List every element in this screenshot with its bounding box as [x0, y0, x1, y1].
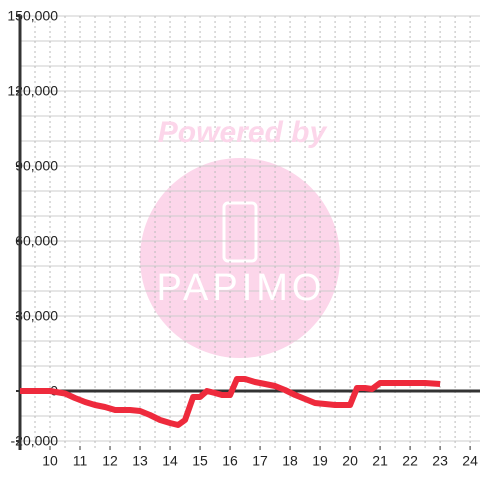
watermark-brand: PAPIMO	[157, 267, 326, 309]
x-tick-label: 10	[42, 453, 58, 469]
x-tick-label: 19	[312, 453, 328, 469]
x-tick-label: 24	[462, 453, 478, 469]
x-tick-label: 16	[222, 453, 238, 469]
x-tick-label: 14	[162, 453, 178, 469]
y-tick-label: -20,000	[11, 433, 59, 449]
x-tick-label: 23	[432, 453, 448, 469]
x-tick-label: 11	[73, 453, 88, 469]
y-tick-label: 120,000	[7, 83, 58, 99]
x-tick-label: 12	[102, 453, 118, 469]
x-tick-label: 18	[282, 453, 298, 469]
data-line	[20, 376, 441, 428]
watermark-icon	[222, 201, 258, 263]
watermark-title: Powered by	[158, 116, 328, 149]
y-tick-label: 90,000	[15, 158, 58, 174]
x-tick-label: 17	[252, 453, 268, 469]
x-tick-label: 13	[132, 453, 148, 469]
y-tick-label: 60,000	[15, 233, 58, 249]
x-tick-label: 15	[192, 453, 208, 469]
x-tick-label: 22	[402, 453, 418, 469]
y-tick-label: 30,000	[15, 308, 58, 324]
y-tick-label: 150,000	[7, 8, 58, 24]
x-tick-label: 21	[372, 453, 388, 469]
x-tick-label: 20	[342, 453, 358, 469]
